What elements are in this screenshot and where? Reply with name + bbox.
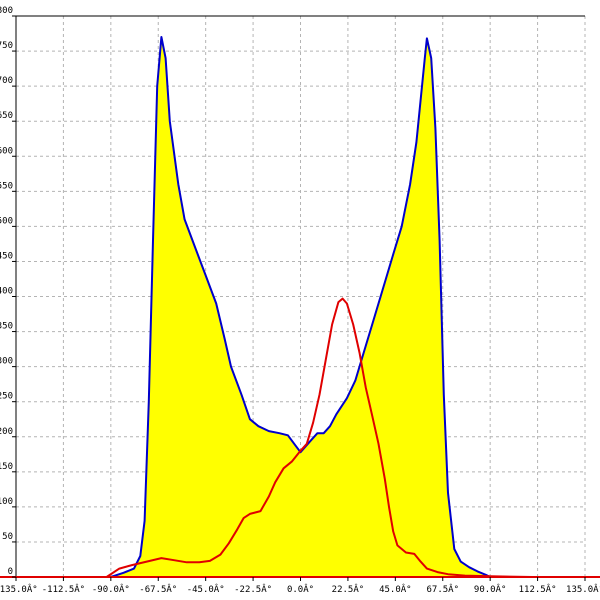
x-tick-label: 0.0Â° (287, 583, 314, 595)
y-tick-label: 100 (0, 497, 13, 507)
y-tick-label: 600 (0, 146, 13, 156)
tick-layer: 0 50 100 150 200 250 300 350 400 450 500 550 600 650 7… (0, 6, 600, 595)
x-tick-label: 67.5Â° (426, 583, 459, 595)
y-tick-label: 250 (0, 392, 13, 402)
y-tick-label: 300 (0, 357, 13, 367)
line-layer (106, 36, 585, 578)
x-tick-label: -67.5Â° (139, 583, 177, 595)
y-tick-label: 650 (0, 111, 13, 121)
y-tick-label: 450 (0, 251, 13, 261)
series-1-area (110, 37, 491, 577)
series-1-line (110, 36, 491, 578)
y-tick-label: 50 (2, 532, 13, 542)
x-tick-label: -90.0Â° (92, 583, 130, 595)
y-tick-label: 750 (0, 41, 13, 51)
x-tick-label: -22.5Â° (234, 583, 272, 595)
x-tick-label: 45.0Â° (379, 583, 412, 595)
x-tick-label: -112.5Â° (42, 583, 85, 595)
y-tick-label: 800 (0, 6, 13, 16)
x-tick-label: 135.0Â° (566, 583, 600, 595)
y-tick-label: 550 (0, 181, 13, 191)
y-tick-label: 500 (0, 216, 13, 226)
x-tick-label: 90.0Â° (474, 583, 507, 595)
x-tick-label: 22.5Â° (332, 583, 365, 595)
y-tick-label: 700 (0, 76, 13, 86)
y-tick-label: 150 (0, 462, 13, 472)
y-tick-label: 0 (8, 567, 13, 577)
series-2-line (106, 297, 585, 578)
x-tick-label: -135.0Â° (0, 583, 38, 595)
x-tick-label: -45.0Â° (187, 583, 225, 595)
y-tick-label: 400 (0, 287, 13, 297)
y-tick-label: 200 (0, 427, 13, 437)
x-tick-label: 112.5Â° (519, 583, 557, 595)
area-layer (110, 37, 491, 577)
y-tick-label: 350 (0, 322, 13, 332)
